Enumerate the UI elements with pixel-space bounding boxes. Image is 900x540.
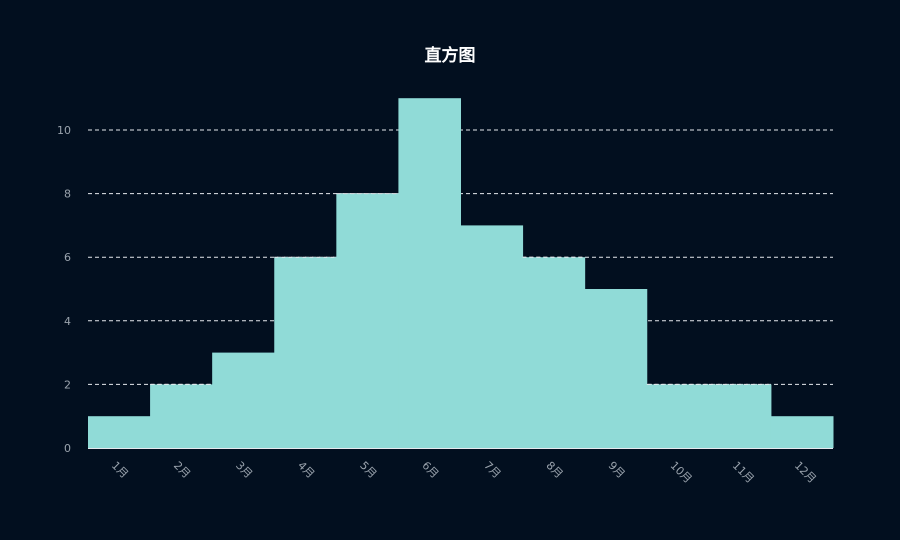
histogram-bar[interactable]	[522, 257, 586, 448]
y-tick-label: 0	[64, 442, 71, 455]
histogram-bar[interactable]	[770, 416, 834, 448]
histogram-bar[interactable]	[584, 289, 648, 448]
x-tick-label: 8月	[544, 459, 566, 481]
histogram-bar[interactable]	[150, 384, 213, 448]
y-tick-label: 4	[64, 315, 71, 328]
x-tick-label: 11月	[730, 459, 757, 486]
histogram-bar[interactable]	[708, 384, 772, 448]
y-tick-label: 6	[64, 251, 71, 264]
histogram-bar[interactable]	[646, 384, 710, 448]
histogram-bar[interactable]	[460, 225, 524, 448]
x-axis-ticks: 1月 2月 3月 4月 5月 6月 7月 8月 9月 10月 11月 12月	[109, 459, 819, 486]
x-tick-label: 6月	[419, 459, 441, 481]
y-tick-label: 2	[64, 378, 71, 391]
x-tick-label: 7月	[481, 459, 503, 481]
bars	[88, 98, 834, 448]
x-tick-label: 9月	[606, 459, 628, 481]
histogram-bar[interactable]	[274, 257, 337, 448]
y-axis-ticks: 0 2 4 6 8 10	[57, 124, 71, 455]
x-tick-label: 12月	[792, 459, 819, 486]
y-tick-label: 8	[64, 188, 71, 201]
x-tick-label: 2月	[171, 459, 193, 481]
x-tick-label: 1月	[109, 459, 131, 481]
x-tick-label: 5月	[357, 459, 379, 481]
x-tick-label: 4月	[295, 459, 317, 481]
histogram-bar[interactable]	[398, 98, 461, 448]
bar-top-gridlines	[150, 193, 771, 385]
x-tick-label: 10月	[668, 459, 695, 486]
y-tick-label: 10	[57, 124, 71, 137]
histogram-bar[interactable]	[212, 352, 275, 448]
chart-title: 直方图	[425, 45, 476, 66]
histogram-bar[interactable]	[88, 416, 151, 448]
x-tick-label: 3月	[233, 459, 255, 481]
histogram-bar[interactable]	[336, 193, 399, 448]
